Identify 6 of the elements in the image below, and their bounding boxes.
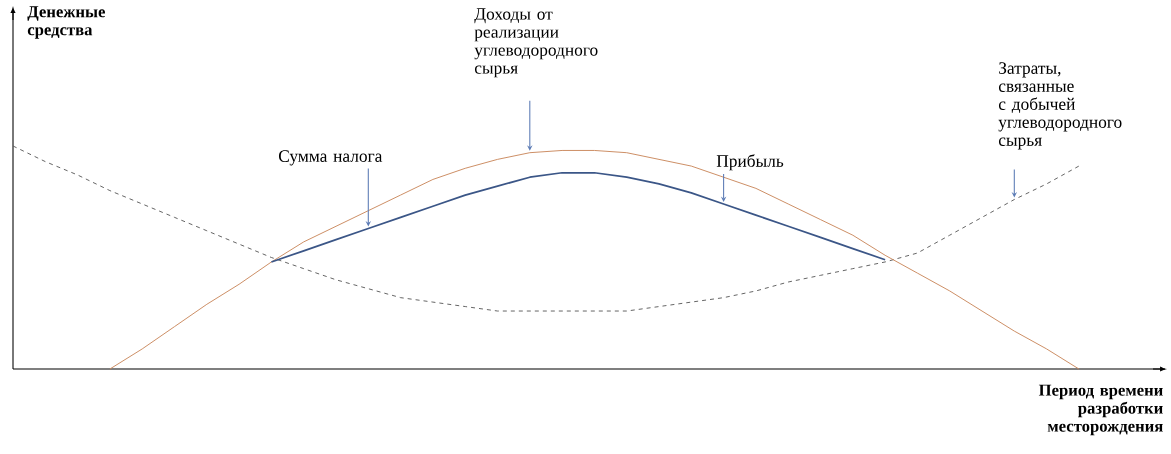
annotation: Сумма налога: [278, 150, 383, 166]
annotation: Прибыль: [716, 154, 784, 171]
annotation: Затраты, связанные с добычей углеводородного сырья: [998, 62, 1122, 150]
text: Доходы от реализации углеводородного сырья: [474, 8, 598, 78]
text: Денежные средства: [27, 6, 105, 39]
x-axis-title: Период времени разработки месторождения: [1038, 384, 1163, 436]
